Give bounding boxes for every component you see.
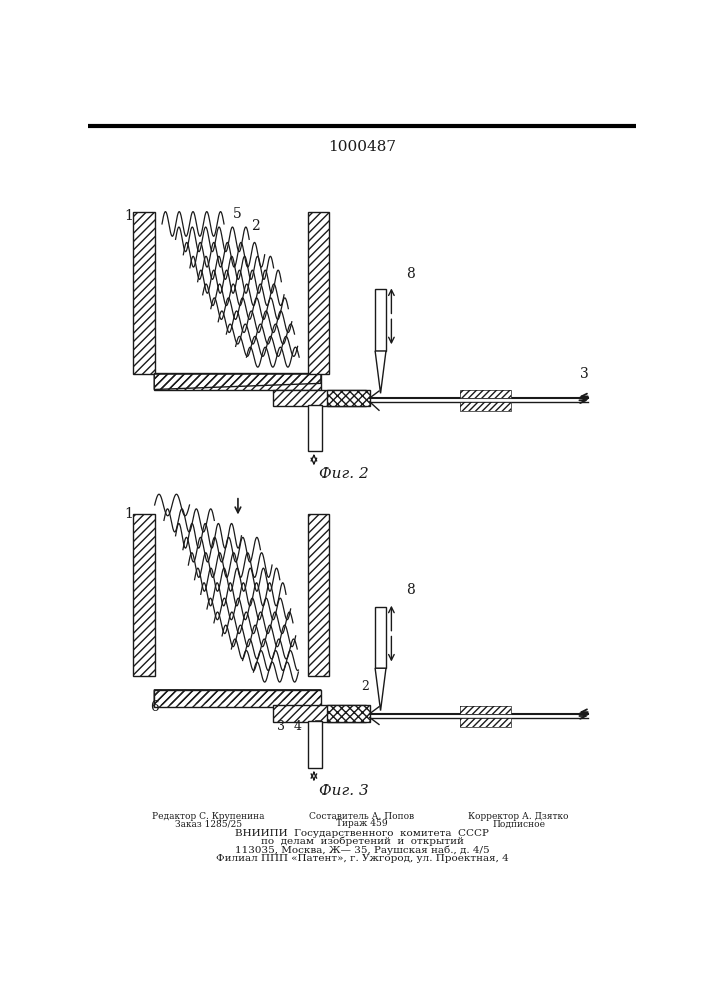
Text: Составитель А. Попов: Составитель А. Попов [310, 812, 414, 821]
Text: 2: 2 [361, 680, 369, 693]
Polygon shape [308, 212, 329, 374]
Polygon shape [154, 374, 321, 389]
Bar [308, 721, 322, 768]
Text: Фиг. 2: Фиг. 2 [320, 467, 369, 481]
Polygon shape [460, 390, 510, 398]
Text: Корректор А. Дзятко: Корректор А. Дзятко [468, 812, 568, 821]
Bar [308, 405, 322, 451]
Polygon shape [273, 389, 366, 406]
Text: 4: 4 [293, 720, 302, 733]
Text: 8: 8 [406, 267, 414, 281]
Polygon shape [460, 718, 510, 727]
Polygon shape [154, 373, 321, 389]
Text: 8: 8 [406, 583, 414, 597]
Polygon shape [134, 212, 155, 374]
Text: 1: 1 [124, 507, 133, 521]
Polygon shape [375, 351, 386, 393]
Text: 5: 5 [233, 207, 242, 221]
Text: Тираж 459: Тираж 459 [336, 819, 387, 828]
Polygon shape [134, 514, 155, 676]
Polygon shape [273, 705, 366, 722]
Polygon shape [327, 389, 370, 406]
Text: 3: 3 [276, 720, 285, 733]
Bar [375, 607, 386, 668]
Text: 1: 1 [124, 209, 133, 223]
Text: по  делам  изобретений  и  открытий: по делам изобретений и открытий [260, 837, 463, 846]
Polygon shape [460, 706, 510, 714]
Polygon shape [154, 690, 321, 707]
Text: Редактор С. Крупенина: Редактор С. Крупенина [152, 812, 264, 821]
Text: Подписное: Подписное [492, 819, 545, 828]
Text: 3: 3 [580, 367, 589, 381]
Text: 6: 6 [150, 700, 158, 714]
Polygon shape [327, 705, 370, 722]
Text: Филиал ППП «Патент», г. Ужгород, ул. Проектная, 4: Филиал ППП «Патент», г. Ужгород, ул. Про… [216, 854, 508, 863]
Text: 2: 2 [250, 219, 259, 233]
Text: ВНИИПИ  Государственного  комитета  СССР: ВНИИПИ Государственного комитета СССР [235, 829, 489, 838]
Text: Заказ 1285/25: Заказ 1285/25 [175, 819, 242, 828]
Text: Фиг. 3: Фиг. 3 [320, 784, 369, 798]
Text: 5: 5 [314, 720, 322, 733]
Text: 1000487: 1000487 [328, 140, 396, 154]
Polygon shape [375, 668, 386, 711]
Text: 113035, Москва, Ж— 35, Раушская наб., д. 4/5: 113035, Москва, Ж— 35, Раушская наб., д.… [235, 845, 489, 855]
Polygon shape [154, 690, 321, 705]
Polygon shape [460, 402, 510, 411]
Polygon shape [308, 514, 329, 676]
Bar [375, 289, 386, 351]
